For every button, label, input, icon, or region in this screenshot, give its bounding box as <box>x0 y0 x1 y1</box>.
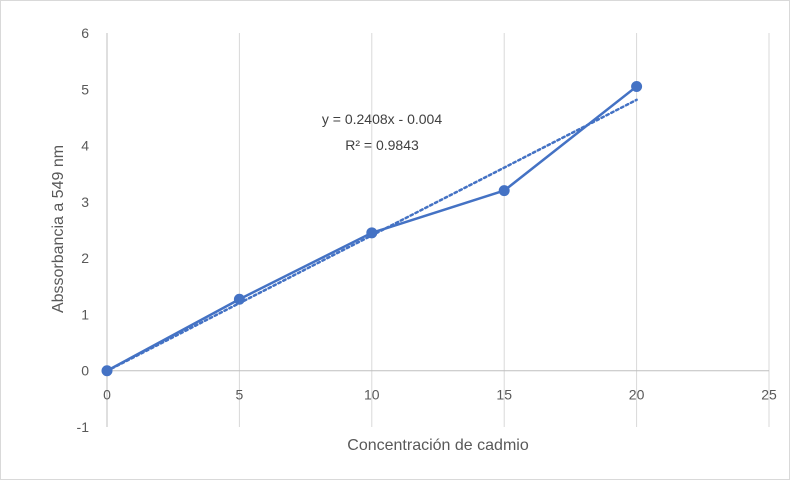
series-group <box>101 80 643 377</box>
y-tick-label--1: -1 <box>77 419 90 435</box>
data-point-20 <box>631 80 643 92</box>
y-axis-title: Abssorbancia a 549 nm <box>50 145 67 313</box>
y-tick-label-2: 2 <box>81 250 89 266</box>
y-tick-label-0: 0 <box>81 363 89 379</box>
x-tick-label-25: 25 <box>761 387 777 403</box>
y-tick-label-5: 5 <box>81 81 89 97</box>
y-tick-label-6: 6 <box>81 25 89 41</box>
axes <box>106 33 769 427</box>
data-point-5 <box>233 293 245 305</box>
x-tick-label-15: 15 <box>496 387 512 403</box>
x-tick-label-10: 10 <box>364 387 380 403</box>
x-tick-label-0: 0 <box>103 387 111 403</box>
y-tick-label-3: 3 <box>81 194 89 210</box>
data-point-0 <box>101 365 113 377</box>
data-point-15 <box>498 185 510 197</box>
trendline-r2: R² = 0.9843 <box>345 137 419 153</box>
y-tick-label-4: 4 <box>81 138 89 154</box>
y-tick-label-1: 1 <box>81 306 89 322</box>
data-point-10 <box>366 227 378 239</box>
x-axis-title: Concentración de cadmio <box>347 437 529 454</box>
gridlines <box>238 33 770 427</box>
labels-group: 0 5 10 15 20 25 -1 0 1 2 3 4 5 6 <box>77 25 777 435</box>
trendline-equation: y = 0.2408x - 0.004 <box>322 111 442 127</box>
x-tick-label-20: 20 <box>629 387 645 403</box>
x-tick-label-5: 5 <box>236 387 244 403</box>
